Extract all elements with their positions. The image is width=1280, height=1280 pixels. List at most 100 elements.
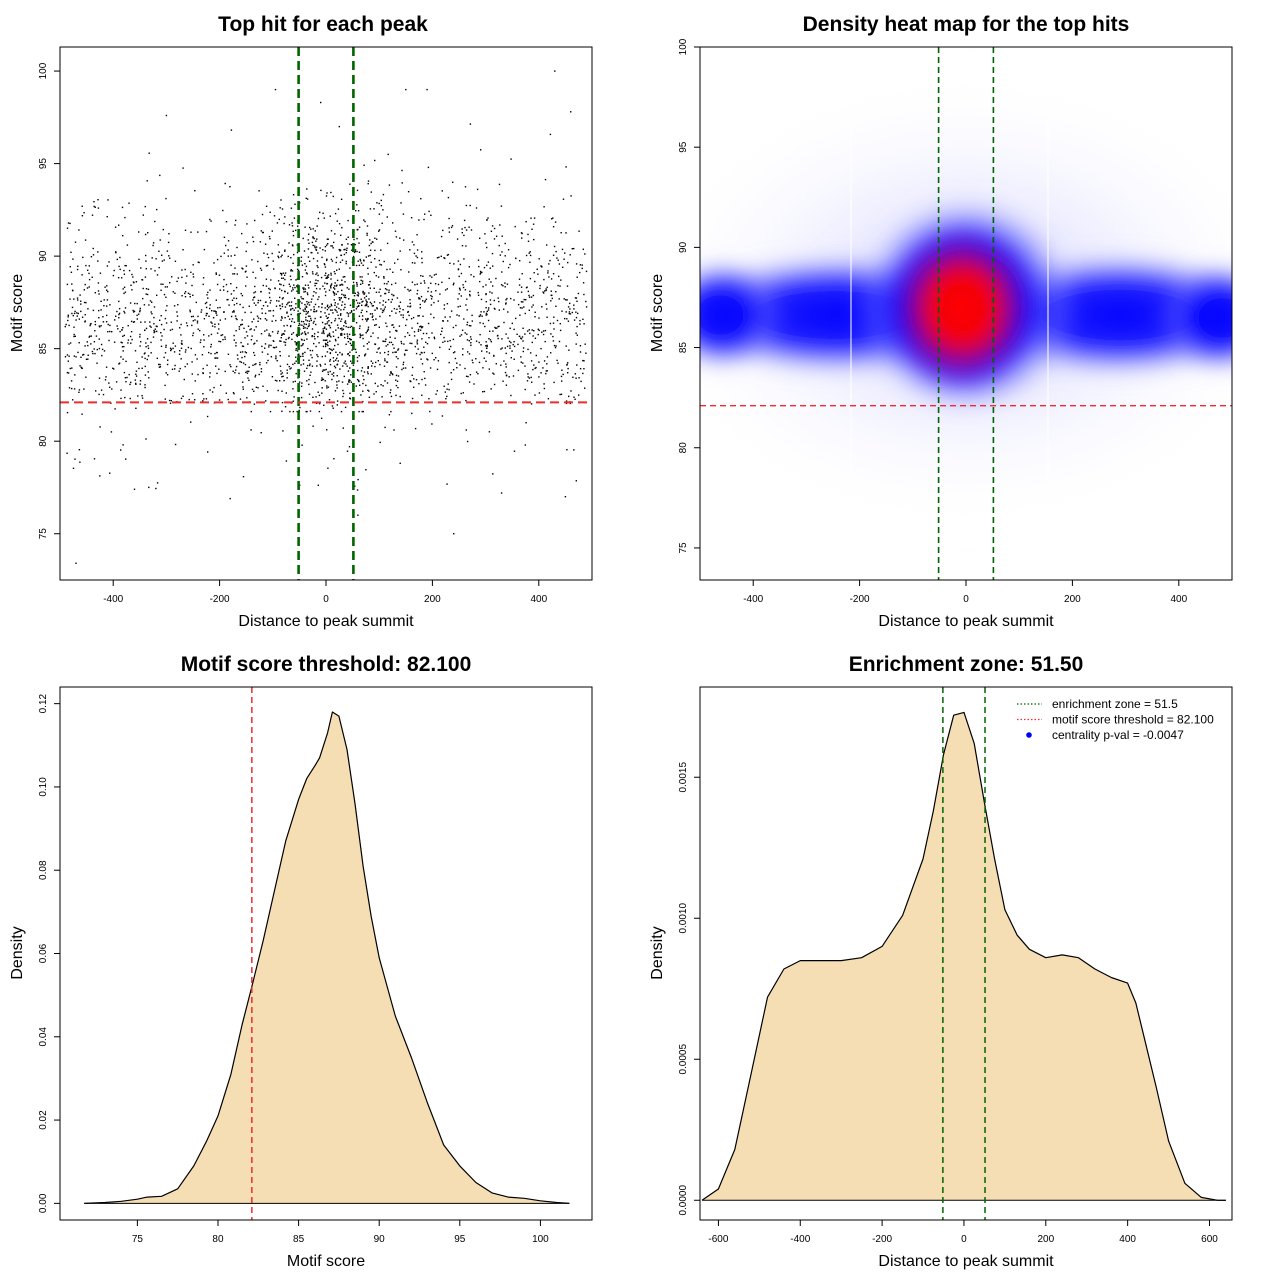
data-point	[369, 208, 372, 210]
data-point	[306, 198, 309, 200]
data-point	[215, 272, 217, 274]
data-point	[565, 311, 567, 313]
data-point	[501, 271, 503, 273]
data-point	[192, 294, 194, 296]
data-point	[208, 335, 210, 337]
data-point	[348, 381, 350, 383]
data-point	[293, 309, 295, 311]
data-point	[296, 350, 299, 352]
data-point	[114, 226, 117, 228]
data-point	[375, 291, 378, 293]
data-point	[131, 338, 133, 341]
data-point	[136, 361, 138, 363]
data-point	[527, 240, 530, 242]
data-point	[113, 368, 115, 370]
y-tick-label: 0.10	[38, 777, 49, 797]
data-point	[356, 282, 358, 284]
data-point	[575, 316, 578, 319]
data-point	[190, 421, 192, 423]
data-point	[237, 358, 239, 360]
data-point	[93, 348, 95, 350]
data-point	[186, 275, 188, 277]
data-point	[77, 265, 79, 267]
data-point	[344, 303, 346, 306]
data-point	[194, 399, 196, 401]
data-point	[302, 343, 304, 345]
data-point	[444, 257, 446, 260]
data-point	[73, 326, 75, 328]
data-point	[380, 308, 382, 310]
data-point	[348, 379, 350, 381]
data-point	[91, 350, 94, 353]
data-point	[350, 310, 353, 312]
data-point	[315, 279, 317, 281]
data-point	[84, 283, 86, 286]
data-point	[324, 307, 326, 309]
y-tick-label: 0.04	[38, 1027, 49, 1047]
data-point	[425, 298, 428, 300]
data-point	[527, 290, 529, 293]
data-point	[504, 347, 506, 349]
data-point	[79, 461, 81, 463]
data-point	[264, 343, 267, 345]
data-point	[338, 125, 340, 128]
data-point	[348, 380, 350, 382]
data-point	[202, 367, 204, 370]
data-point	[335, 359, 337, 361]
data-point	[269, 211, 271, 213]
data-point	[343, 325, 345, 327]
data-point	[437, 283, 440, 286]
data-point	[340, 234, 342, 236]
data-point	[448, 348, 451, 350]
data-point	[163, 356, 165, 359]
data-point	[302, 359, 305, 361]
data-point	[375, 266, 377, 268]
data-point	[400, 340, 402, 343]
data-point	[356, 283, 358, 286]
data-point	[331, 373, 333, 375]
data-point	[324, 363, 326, 365]
data-point	[423, 351, 426, 354]
data-point	[266, 305, 269, 307]
data-point	[445, 398, 447, 400]
data-point	[585, 352, 587, 354]
data-point	[362, 410, 364, 413]
data-point	[296, 410, 298, 413]
data-point	[221, 334, 224, 336]
data-point	[243, 327, 245, 329]
data-point	[393, 429, 395, 431]
data-point	[513, 358, 515, 360]
data-point	[495, 363, 497, 365]
data-point	[336, 220, 338, 222]
data-point	[448, 227, 450, 229]
data-point	[354, 292, 356, 294]
data-point	[520, 356, 522, 358]
data-point	[336, 381, 338, 383]
data-point	[329, 327, 332, 329]
data-point	[358, 315, 361, 317]
data-point	[115, 381, 118, 383]
data-point	[132, 276, 134, 278]
data-point	[332, 291, 334, 293]
data-point	[352, 281, 355, 284]
data-point	[409, 342, 411, 344]
data-point	[368, 341, 370, 343]
data-point	[210, 220, 212, 222]
data-point	[145, 342, 147, 344]
data-point	[527, 348, 529, 351]
data-point	[354, 243, 356, 246]
data-point	[569, 313, 572, 315]
data-point	[471, 314, 473, 317]
data-point	[546, 316, 548, 318]
data-point	[475, 207, 478, 209]
data-point	[285, 460, 288, 462]
data-point	[479, 314, 482, 316]
data-point	[488, 431, 491, 433]
y-axis-label: Motif score	[649, 274, 666, 352]
data-point	[361, 309, 363, 311]
data-point	[287, 315, 289, 318]
data-point	[402, 316, 404, 319]
data-point	[316, 354, 318, 356]
data-point	[532, 294, 535, 297]
data-point	[421, 338, 423, 340]
